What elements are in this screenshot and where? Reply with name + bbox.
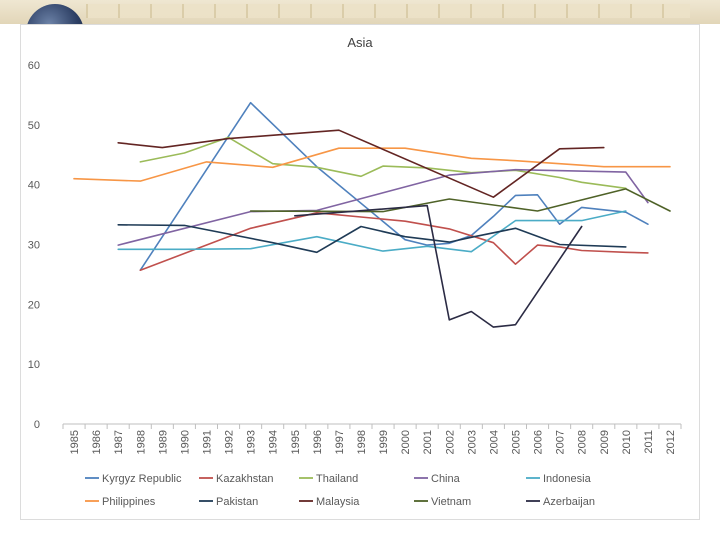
x-axis: 1985 1986 1987 1988 1989 1990 1991 1992 1993 1994… — [62, 423, 682, 454]
x-tick-label: 2007 — [555, 430, 567, 454]
x-tick-label: 2008 — [577, 430, 589, 454]
y-tick-label: 30 — [28, 240, 40, 252]
x-tick-label: 1992 — [224, 430, 236, 454]
x-tick-label: 2005 — [510, 430, 522, 454]
x-tick-label: 2001 — [422, 430, 434, 454]
x-tick-label: 1991 — [201, 430, 213, 454]
legend-label-vietnam: Vietnam — [431, 496, 471, 508]
legend-label-malaysia: Malaysia — [316, 496, 360, 508]
x-tick-label: 1987 — [113, 430, 125, 454]
x-tick-label: 1985 — [69, 430, 81, 454]
x-tick-label: 1986 — [91, 430, 103, 454]
x-tick-label: 1996 — [312, 430, 324, 454]
legend-label-azerbaijan: Azerbaijan — [543, 496, 595, 508]
x-tick-label: 2012 — [665, 430, 677, 454]
legend-label-philippines: Philippines — [102, 496, 156, 508]
y-tick-label: 20 — [28, 299, 40, 311]
x-tick-label: 2004 — [488, 430, 500, 454]
x-tick-label: 2000 — [400, 430, 412, 454]
series-line-vietnam — [249, 188, 671, 213]
y-tick-label: 50 — [28, 120, 40, 132]
series-line-thailand — [139, 136, 627, 190]
y-axis: 0 10 20 30 40 50 60 — [28, 60, 40, 431]
series-line-azerbaijan — [293, 204, 583, 328]
legend: Kyrgyz Republic Kazakhstan Thailand China In… — [85, 473, 595, 508]
legend-label-kazakhstan: Kazakhstan — [216, 473, 273, 485]
x-tick-label: 2010 — [621, 430, 633, 454]
y-tick-label: 60 — [28, 60, 40, 72]
series-line-malaysia — [117, 129, 605, 198]
decorative-banner — [0, 0, 720, 24]
legend-label-pakistan: Pakistan — [216, 496, 258, 508]
x-tick-label: 1998 — [356, 430, 368, 454]
x-tick-label: 1990 — [179, 430, 191, 454]
x-tick-label: 2002 — [444, 430, 456, 454]
x-tick-label: 2003 — [466, 430, 478, 454]
x-tick-label: 1994 — [268, 430, 280, 454]
chart-title: Asia — [347, 35, 373, 50]
x-tick-label: 2009 — [599, 430, 611, 454]
legend-label-kyrgyz-republic: Kyrgyz Republic — [102, 473, 182, 485]
series-lines — [73, 101, 671, 328]
series-line-china — [117, 168, 649, 246]
x-tick-label: 2011 — [643, 430, 655, 454]
x-tick-label: 1995 — [290, 430, 302, 454]
x-tick-label: 1988 — [135, 430, 147, 454]
series-line-philippines — [73, 147, 671, 182]
x-tick-label: 1989 — [157, 430, 169, 454]
series-line-pakistan — [117, 224, 627, 254]
legend-label-indonesia: Indonesia — [543, 473, 592, 485]
y-tick-label: 10 — [28, 359, 40, 371]
x-tick-label: 1993 — [246, 430, 258, 454]
x-tick-label: 1997 — [334, 430, 346, 454]
x-tick-label: 1999 — [378, 430, 390, 454]
y-tick-label: 0 — [34, 419, 40, 431]
series-line-indonesia — [117, 210, 627, 253]
chart-panel — [20, 24, 700, 520]
x-tick-label: 2006 — [533, 430, 545, 454]
series-line-kyrgyz-republic — [139, 101, 649, 272]
legend-label-thailand: Thailand — [316, 473, 358, 485]
y-tick-label: 40 — [28, 180, 40, 192]
legend-label-china: China — [431, 473, 461, 485]
banner-pattern — [86, 4, 690, 18]
